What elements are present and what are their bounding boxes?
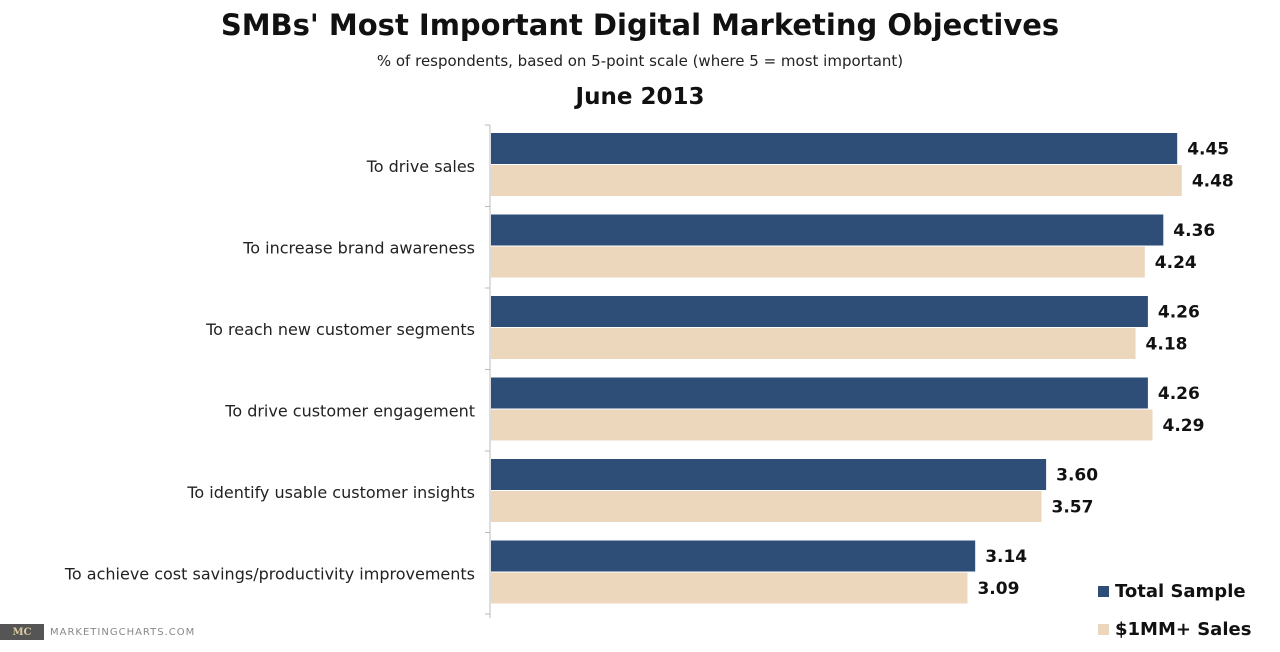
- bar-1mm-sales: [491, 328, 1136, 359]
- data-label: 4.24: [1155, 253, 1197, 273]
- bar-total-sample: [491, 133, 1178, 164]
- category-label: To drive sales: [366, 157, 475, 176]
- data-label: 4.48: [1192, 172, 1234, 192]
- chart-subtitle: % of respondents, based on 5-point scale…: [376, 52, 904, 70]
- legend-swatch-total-sample: [1098, 585, 1109, 597]
- legend-swatch-1mm-sales: [1098, 623, 1109, 635]
- data-label: 3.09: [977, 579, 1019, 599]
- chart-title: SMBs' Most Important Digital Marketing O…: [220, 8, 1060, 42]
- marketingcharts-logo: MC: [0, 624, 44, 640]
- chart-period: June 2013: [575, 84, 705, 110]
- data-label: 4.26: [1158, 384, 1200, 404]
- category-label: To drive customer engagement: [224, 402, 475, 421]
- bar-total-sample: [491, 459, 1047, 490]
- category-label: To achieve cost savings/productivity imp…: [64, 565, 475, 584]
- bar-1mm-sales: [491, 246, 1145, 278]
- bar-1mm-sales: [491, 572, 968, 604]
- category-label: To reach new customer segments: [205, 320, 475, 339]
- legend-label-1mm-sales: $1MM+ Sales: [1115, 618, 1252, 640]
- bar-total-sample: [491, 296, 1148, 327]
- legend: Total Sample $1MM+ Sales: [1098, 576, 1251, 652]
- footer: MC MARKETINGCHARTS.COM: [0, 624, 195, 640]
- legend-item-1mm-sales: $1MM+ Sales: [1098, 614, 1251, 644]
- data-label: 3.57: [1051, 498, 1093, 518]
- bar-1mm-sales: [491, 491, 1042, 522]
- legend-item-total-sample: Total Sample: [1098, 576, 1251, 606]
- data-label: 4.26: [1158, 303, 1200, 323]
- data-label: 4.36: [1173, 221, 1215, 241]
- data-label: 3.60: [1056, 466, 1098, 486]
- data-label: 4.29: [1163, 416, 1205, 436]
- bar-1mm-sales: [491, 409, 1153, 441]
- data-label: 4.45: [1187, 140, 1229, 160]
- bar-total-sample: [491, 540, 976, 572]
- data-label: 3.14: [985, 547, 1027, 567]
- data-label: 4.18: [1146, 335, 1188, 355]
- bar-1mm-sales: [491, 165, 1182, 196]
- bar-total-sample: [491, 377, 1148, 409]
- category-label: To identify usable customer insights: [186, 483, 475, 502]
- footer-source: MARKETINGCHARTS.COM: [50, 626, 196, 638]
- bar-total-sample: [491, 214, 1164, 246]
- category-label: To increase brand awareness: [242, 239, 475, 258]
- legend-label-total-sample: Total Sample: [1115, 580, 1246, 602]
